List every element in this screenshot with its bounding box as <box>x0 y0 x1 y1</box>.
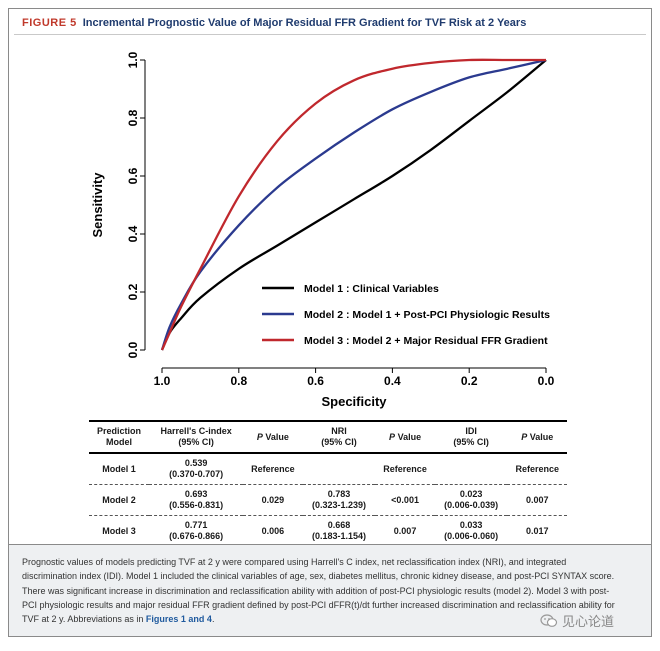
table-header-4: NRI (95% CI) <box>302 420 376 454</box>
c-index-p-cell: 0.029 <box>243 484 303 516</box>
y-axis-label: Sensitivity <box>90 172 105 238</box>
idi-cell <box>434 453 508 485</box>
x-tick-label: 0.8 <box>230 374 247 388</box>
wechat-icon <box>540 613 558 627</box>
x-tick-label: 0.0 <box>538 374 555 388</box>
y-tick-label: 0.8 <box>126 109 140 126</box>
nri-cell <box>302 453 376 485</box>
chart-legend: Model 1 : Clinical Variables Model 2 : Mo… <box>262 283 550 347</box>
series-line-model-3 <box>160 58 546 351</box>
table-header-3: P Value <box>243 420 303 454</box>
watermark-text: 见心论道 <box>562 614 615 629</box>
caption-panel <box>8 545 652 637</box>
statistics-table: Prediction Model Harrell's C-index (95% CI)… <box>89 420 567 548</box>
c-index-p-cell: 0.006 <box>243 515 303 548</box>
idi-p-cell: 0.007 <box>507 484 567 516</box>
idi-p-cell: 0.017 <box>507 515 567 548</box>
model-cell: Model 2 <box>89 484 150 516</box>
table-header-2: Harrell's C-index (95% CI) <box>149 420 244 454</box>
caption-figure-link[interactable]: Figures 1 and 4 <box>145 614 212 625</box>
y-tick-label: 1.0 <box>126 51 140 68</box>
c-index-p-cell: Reference <box>243 453 303 485</box>
y-tick-label: 0.0 <box>126 341 140 358</box>
nri-p-cell: 0.007 <box>375 515 435 548</box>
y-tick-label: 0.4 <box>126 225 140 242</box>
table-header-5: P Value <box>375 420 435 454</box>
y-tick-label: 0.2 <box>126 283 140 300</box>
table-row: Model 1 0.539 (0.370-0.707) Reference Refere… <box>89 453 567 485</box>
x-tick-label: 0.6 <box>307 374 324 388</box>
chart-axes: 1.0 0.8 0.6 0.4 0.2 0.0 0.0 0.2 0.4 0.6 0.8 1.0 <box>126 51 554 388</box>
legend-label-model-1: Model 1 : Clinical Variables <box>304 283 439 295</box>
figure-caption: Prognostic values of models predicting T… <box>22 555 622 626</box>
table-header-1: Prediction Model <box>89 420 150 454</box>
nri-p-cell: <0.001 <box>375 484 435 516</box>
idi-cell: 0.033 (0.006-0.060) <box>434 515 508 548</box>
watermark: 见心论道 <box>540 611 614 630</box>
idi-cell: 0.023 (0.006-0.039) <box>434 484 508 516</box>
series-line-model-2 <box>160 58 547 351</box>
legend-label-model-2: Model 2 : Model 1 + Post-PCI Physiologic… <box>304 309 550 321</box>
table-header-7: P Value <box>507 420 567 454</box>
table-row: Model 3 0.771 (0.676-0.866) 0.006 0.668 (0.18… <box>89 515 567 548</box>
table-row: Model 2 0.693 (0.556-0.831) 0.029 0.783 (0.32… <box>89 484 567 516</box>
title-divider <box>14 34 646 35</box>
figure-title: FIGURE 5 Incremental Prognostic Value of … <box>22 17 526 29</box>
model-cell: Model 1 <box>89 453 150 485</box>
x-tick-label: 0.4 <box>384 374 401 388</box>
figure-label: FIGURE 5 <box>22 17 77 29</box>
nri-cell: 0.783 (0.323-1.239) <box>302 484 376 516</box>
series-line-model-1 <box>160 59 547 351</box>
table-header-6: IDI (95% CI) <box>434 420 508 454</box>
c-index-cell: 0.771 (0.676-0.866) <box>149 515 244 548</box>
table-header-row: Prediction Model Harrell's C-index (95% CI)… <box>89 420 567 454</box>
chart-curves <box>160 58 547 351</box>
idi-p-cell: Reference <box>507 453 567 485</box>
legend-label-model-3: Model 3 : Model 2 + Major Residual FFR G… <box>304 335 548 347</box>
nri-p-cell: Reference <box>375 453 435 485</box>
model-cell: Model 3 <box>89 515 150 548</box>
x-tick-label: 0.2 <box>461 374 478 388</box>
nri-cell: 0.668 (0.183-1.154) <box>302 515 376 548</box>
y-tick-label: 0.6 <box>126 167 140 184</box>
x-tick-label: 1.0 <box>154 374 171 388</box>
caption-text: Prognostic values of models predicting T… <box>22 557 615 625</box>
x-axis-label: Specificity <box>321 394 387 409</box>
roc-chart: 1.0 0.8 0.6 0.4 0.2 0.0 0.0 0.2 0.4 0.6 0.8 1.0 Mod… <box>90 51 555 409</box>
caption-end: . <box>211 614 215 625</box>
c-index-cell: 0.539 (0.370-0.707) <box>149 453 244 485</box>
c-index-cell: 0.693 (0.556-0.831) <box>149 484 244 516</box>
figure-title-text: Incremental Prognostic Value of Major Re… <box>82 17 527 29</box>
